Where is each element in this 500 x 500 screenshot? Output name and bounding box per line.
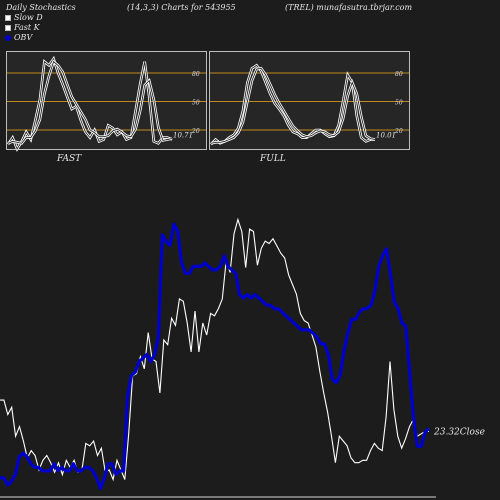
full-series-inner-1 [210, 67, 376, 144]
full-stochastic-panel [209, 51, 410, 150]
fast-ytick-label: 50 [192, 100, 200, 107]
legend-swatch [5, 14, 11, 21]
fast-last-value-label: 10.71 [173, 132, 193, 140]
full-last-value-label: 10.01 [376, 132, 396, 140]
legend-label: Slow D [14, 13, 43, 22]
full-panel-label: FULL [260, 154, 286, 164]
close-price-line [0, 217, 429, 482]
legend-swatch [5, 34, 11, 41]
obv-line [0, 222, 431, 491]
fast-series-inner-0 [7, 57, 173, 151]
full-ytick-label: 50 [395, 100, 403, 107]
fast-ytick-label: 80 [192, 71, 200, 78]
legend-item-fast-k: Fast K [5, 23, 40, 32]
legend-label: OBV [14, 33, 33, 42]
source-label: (TREL) munafasutra.tbrjar.com [285, 3, 413, 12]
chart-title: Daily Stochastics [6, 3, 76, 12]
full-ytick-label: 80 [395, 71, 403, 78]
legend-swatch [5, 24, 11, 31]
legend-item-obv: OBV [5, 33, 32, 42]
close-value-label: 23.32Close [433, 427, 485, 437]
legend-label: Fast K [14, 23, 40, 32]
chart-subtitle: (14,3,3) Charts for 543955 [127, 3, 236, 12]
fast-series-inner-1 [7, 60, 173, 144]
full-ytick-label: 20 [394, 128, 403, 135]
legend-item-slow-d: Slow D [5, 13, 43, 22]
fast-panel-label: FAST [57, 154, 82, 164]
full-series-inner-0 [210, 64, 375, 145]
fast-ytick-label: 20 [191, 128, 200, 135]
